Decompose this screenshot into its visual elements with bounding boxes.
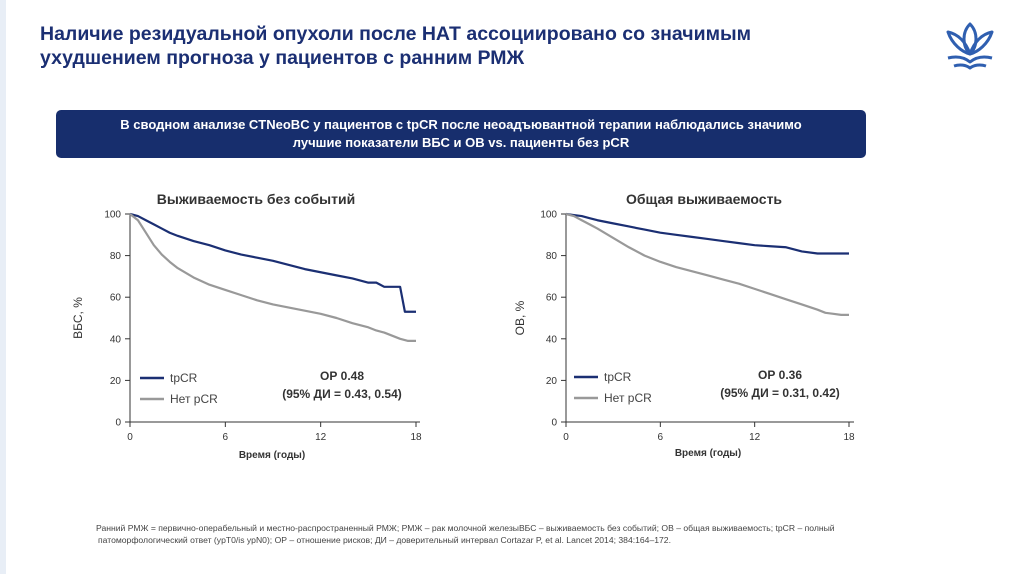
y-tick-label: 40 xyxy=(110,334,122,345)
x-tick-label: 18 xyxy=(410,432,422,443)
y-tick-label: 60 xyxy=(546,293,558,304)
chart-title: Общая выживаемость xyxy=(626,191,782,207)
footnote-line-1: Ранний РМЖ = первично-операбельный и мес… xyxy=(96,523,835,533)
series-line-tpcr xyxy=(129,212,416,313)
series-line-tpcr xyxy=(565,212,849,255)
x-axis-label: Время (годы) xyxy=(239,450,305,461)
x-tick-label: 12 xyxy=(749,432,761,443)
footnote-line-2: патоморфологический ответ (ypT0/is ypN0)… xyxy=(98,535,671,545)
y-tick-label: 40 xyxy=(546,334,558,345)
x-tick-label: 12 xyxy=(315,432,327,443)
slide-title-line-1: Наличие резидуальной опухоли после НАТ а… xyxy=(40,23,752,45)
footnote: Ранний РМЖ = первично-операбельный и мес… xyxy=(96,522,916,546)
legend-label-no-pcr: Нет pCR xyxy=(170,392,218,406)
lotus-flower-icon xyxy=(946,22,994,70)
chart-title: Выживаемость без событий xyxy=(157,191,355,207)
y-tick-label: 100 xyxy=(104,210,121,221)
banner-line-1: В сводном анализе CTNeoBC у пациентов с … xyxy=(120,117,802,132)
x-tick-label: 6 xyxy=(658,432,664,443)
banner-line-2: лучшие показатели ВБС и ОВ vs. пациенты … xyxy=(292,135,630,150)
os-chart: Общая выживаемость 0 20 40 60 80 100 0 6 12 18 О… xyxy=(513,191,855,459)
y-tick-label: 20 xyxy=(110,376,122,387)
x-tick-label: 0 xyxy=(563,432,569,443)
series-group xyxy=(565,212,849,316)
y-tick-label: 0 xyxy=(115,418,121,429)
y-tick-label: 60 xyxy=(110,293,122,304)
efs-chart: Выживаемость без событий 0 20 40 60 80 100 0 6… xyxy=(71,191,422,461)
x-tick-label: 0 xyxy=(127,432,133,443)
y-ticks: 0 20 40 60 80 100 xyxy=(104,210,130,429)
y-tick-label: 80 xyxy=(546,251,558,262)
hazard-ratio: ОР 0.36 xyxy=(758,368,802,382)
y-axis-label: ОВ, % xyxy=(513,300,527,335)
legend-label-tpcr: tpCR xyxy=(170,371,198,385)
y-tick-label: 100 xyxy=(540,210,557,221)
y-tick-label: 0 xyxy=(551,418,557,429)
legend-label-no-pcr: Нет pCR xyxy=(604,391,652,405)
hazard-ratio: ОР 0.48 xyxy=(320,369,364,383)
x-ticks: 0 6 12 18 xyxy=(127,422,422,443)
series-line-no-pcr xyxy=(129,213,416,342)
slide-title-line-2: ухудшением прогноза у пациентов с ранним… xyxy=(40,47,525,69)
x-tick-label: 6 xyxy=(223,432,229,443)
series-group xyxy=(129,212,416,342)
y-tick-label: 80 xyxy=(110,251,122,262)
y-axis-label: ВБС, % xyxy=(71,297,85,339)
left-accent-bar xyxy=(0,0,6,574)
confidence-interval: (95% ДИ = 0.31, 0.42) xyxy=(720,386,840,400)
series-line-no-pcr xyxy=(565,212,849,316)
legend-label-tpcr: tpCR xyxy=(604,370,632,384)
x-tick-label: 18 xyxy=(843,432,855,443)
y-ticks: 0 20 40 60 80 100 xyxy=(540,210,566,429)
key-finding-banner: В сводном анализе CTNeoBC у пациентов с … xyxy=(56,110,866,158)
slide-title: Наличие резидуальной опухоли после НАТ а… xyxy=(40,22,900,70)
x-axis-label: Время (годы) xyxy=(675,448,741,459)
y-tick-label: 20 xyxy=(546,376,558,387)
confidence-interval: (95% ДИ = 0.43, 0.54) xyxy=(282,387,402,401)
x-ticks: 0 6 12 18 xyxy=(563,422,855,443)
